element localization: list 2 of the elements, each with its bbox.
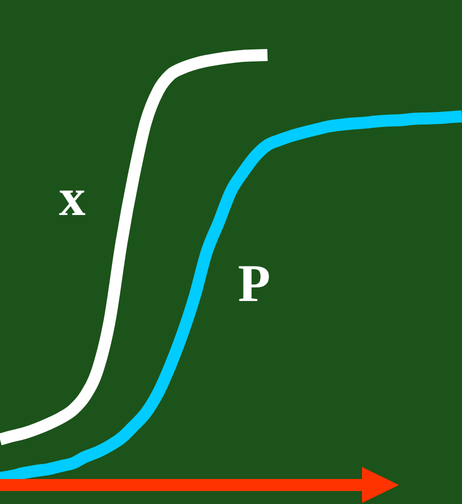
series-label: P — [238, 255, 270, 313]
series-label: x — [59, 169, 86, 227]
